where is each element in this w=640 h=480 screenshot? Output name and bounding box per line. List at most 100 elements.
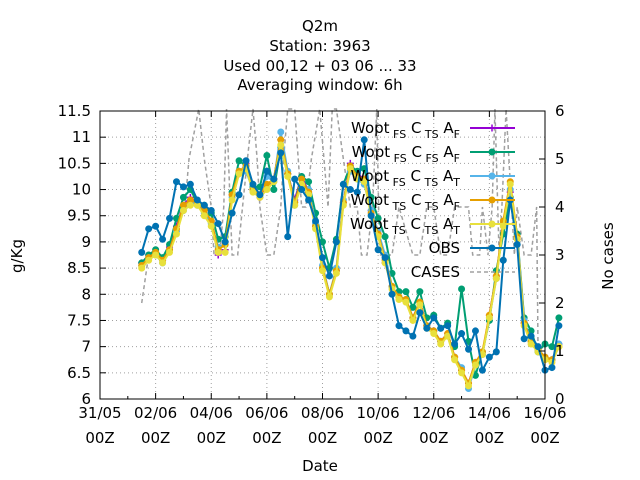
series-5-point: [402, 298, 410, 306]
obs-point: [332, 238, 340, 246]
series-5-point: [263, 186, 271, 194]
series-5-point: [179, 206, 187, 214]
y2-axis-label: No cases: [599, 222, 617, 290]
legend-item-2: Wopt FS C FS AF: [352, 143, 515, 165]
legend-label-obs: OBS: [429, 239, 460, 257]
obs-point: [388, 290, 396, 298]
series-2-point: [458, 285, 466, 293]
legend-label-part: TS: [421, 176, 438, 189]
legend-item-4: Wopt TS C TS AF: [350, 191, 515, 213]
chart-title: Q2m Station: 3963 Used 00,12 + 03 06 ...…: [223, 17, 416, 94]
obs-point: [499, 256, 507, 264]
obs-point: [367, 212, 375, 220]
y2-tick-label: 0: [555, 390, 565, 408]
obs-point: [291, 175, 299, 183]
series-2-point: [409, 303, 417, 311]
obs-point: [277, 149, 285, 157]
series-5-point: [319, 267, 326, 275]
x-tick-label-hour: 00Z: [308, 429, 337, 447]
obs-point: [402, 327, 410, 335]
title-line-1: Q2m: [302, 17, 338, 35]
x-tick-label-hour: 00Z: [419, 429, 448, 447]
series-5-point: [214, 248, 222, 256]
obs-point: [360, 136, 368, 144]
obs-point: [527, 332, 535, 340]
obs-point: [339, 180, 347, 188]
series-5-point: [485, 314, 493, 322]
obs-point: [346, 186, 354, 194]
obs-point: [381, 254, 389, 262]
obs-point: [214, 220, 222, 228]
legend-label-part: T: [452, 176, 460, 189]
legend-label-part: F: [454, 128, 460, 141]
obs-point: [172, 178, 180, 186]
legend-label-1: Wopt FS C TS AF: [351, 119, 460, 141]
legend-label-part: C: [406, 215, 421, 233]
y-tick-label: 11.5: [58, 102, 91, 120]
series-2-point: [374, 214, 382, 222]
series-5-point: [527, 340, 535, 348]
series-5-point: [207, 222, 215, 230]
x-tick-label-hour: 00Z: [85, 429, 114, 447]
series-5-point: [458, 369, 466, 377]
obs-point: [548, 364, 556, 372]
legend-label-part: Wopt: [350, 215, 389, 233]
obs-point: [319, 254, 326, 262]
legend-item-1: Wopt FS C TS AF: [351, 119, 515, 141]
obs-point: [242, 157, 250, 165]
title-line-4: Averaging window: 6h: [237, 76, 402, 94]
legend-label-part: C: [406, 119, 421, 137]
series-5-point: [506, 180, 514, 188]
series-5-point: [416, 301, 424, 309]
x-tick-label-hour: 00Z: [197, 429, 226, 447]
y-tick-label: 9.5: [67, 207, 91, 225]
legend-marker-obs: [488, 244, 496, 252]
series-5-point: [409, 316, 417, 324]
x-tick-label-day: 08/06: [301, 404, 344, 422]
axes: 66.577.588.599.51010.51111.5012345631/05…: [58, 102, 567, 447]
legend-label-part: Wopt: [351, 119, 390, 137]
series-obs: [138, 136, 563, 374]
obs-point: [395, 322, 403, 330]
legend-label-part: C: [406, 167, 421, 185]
legend-marker-3: [488, 172, 496, 180]
obs-point: [235, 191, 243, 199]
x-tick-label-day: 16/06: [523, 404, 566, 422]
legend-item-obs: OBS: [429, 239, 515, 257]
obs-point: [478, 366, 486, 374]
x-tick-label-hour: 00Z: [363, 429, 392, 447]
y-axis-label: g/Kg: [8, 239, 26, 273]
x-tick-label-hour: 00Z: [475, 429, 504, 447]
series-5-point: [451, 356, 459, 364]
legend-label-part: Wopt: [351, 167, 390, 185]
obs-point: [284, 233, 292, 241]
obs-point: [249, 180, 257, 188]
obs-point: [444, 322, 452, 330]
y2-tick-label: 5: [555, 150, 565, 168]
legend-label-part: F: [454, 152, 460, 165]
legend-label-part: FS: [389, 176, 406, 189]
obs-point: [207, 206, 215, 214]
x-tick-label-hour: 00Z: [252, 429, 281, 447]
obs-point: [263, 167, 271, 175]
series-5-point: [138, 264, 146, 272]
series-2-point: [263, 152, 271, 160]
series-5-point: [186, 201, 194, 209]
x-tick-label-day: 14/06: [468, 404, 511, 422]
obs-point: [166, 214, 174, 222]
obs-point: [256, 191, 264, 199]
series-5-point: [465, 382, 473, 390]
series-5-point: [332, 269, 340, 277]
x-tick-label-day: 06/06: [245, 404, 288, 422]
series-5-point: [444, 332, 452, 340]
legend-label-part: A: [439, 143, 455, 161]
legend-label-part: C: [407, 143, 422, 161]
legend-label-5: Wopt TS C TS AT: [350, 215, 460, 237]
series-5-point: [471, 361, 479, 369]
series-5-point: [152, 251, 160, 259]
y2-tick-label: 6: [555, 102, 565, 120]
x-tick-label-day: 10/06: [357, 404, 400, 422]
obs-point: [555, 322, 563, 330]
